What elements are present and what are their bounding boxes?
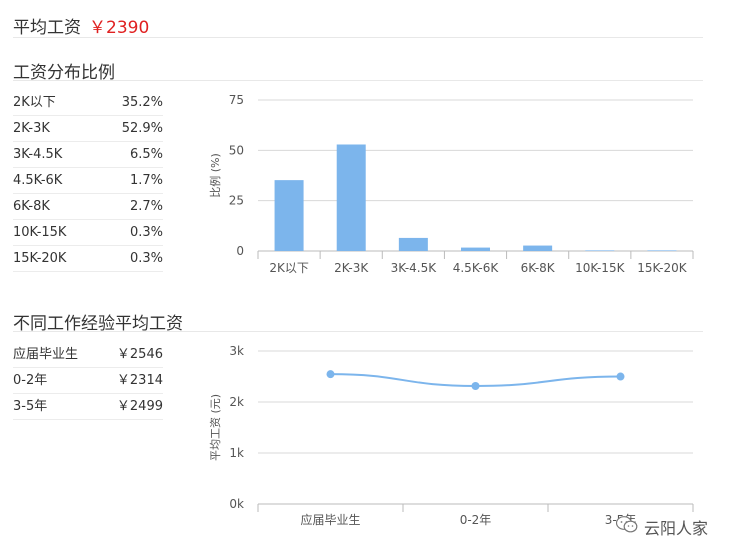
table-row: 0-2年 ￥2314 [13,368,163,394]
x-tick-label: 4.5K-6K [453,261,500,275]
bar [647,250,677,251]
pct-value: 0.3% [129,225,163,240]
average-salary-label: 平均工资 [13,18,81,38]
x-tick-label: 应届毕业生 [300,512,360,527]
y-tick-label: 25 [229,194,244,208]
distribution-table: 2K以下 35.2% 2K-3K 52.9% 3K-4.5K 6.5% 4.5K-6K… [13,90,163,272]
divider [13,37,703,38]
pct-value: 35.2% [121,95,163,110]
average-salary-value: ￥2390 [89,18,150,38]
salary-distribution-bar-chart: 0 25 50 75 比例 (%) 2K以下 2K-3K 3K-4.5K 4.5K-6K 6K-8… [208,93,694,275]
x-tick-label: 2K以下 [269,261,309,275]
bar [523,245,553,251]
bar [336,144,366,251]
data-point [616,372,625,381]
y-tick-label: 0k [229,497,244,511]
salary-value: ￥2499 [116,399,163,414]
pct-value: 0.3% [129,251,163,266]
range-label: 4.5K-6K [13,173,63,188]
range-label: 10K-15K [13,225,67,240]
y-tick-label: 1k [229,446,244,460]
watermark-text: 云阳人家 [644,519,709,538]
y-axis-label: 平均工资 (元) [209,394,222,461]
average-salary-header: 平均工资 ￥2390 [13,13,149,38]
distribution-title: 工资分布比例 [13,63,115,83]
divider [13,80,703,81]
x-tick-label: 10K-15K [575,261,625,275]
table-row: 4.5K-6K 1.7% [13,168,163,194]
range-label: 2K以下 [13,95,56,110]
bar [461,247,490,251]
range-label: 2K-3K [13,121,50,136]
pct-value: 1.7% [129,173,163,188]
pct-value: 6.5% [129,147,163,162]
table-row: 2K-3K 52.9% [13,116,163,142]
table-row: 应届毕业生 ￥2546 [13,342,163,368]
table-row: 3K-4.5K 6.5% [13,142,163,168]
experience-label: 应届毕业生 [13,347,79,362]
bar [398,237,428,251]
y-tick-label: 2k [229,395,244,409]
x-tick-label: 6K-8K [521,261,556,275]
range-label: 6K-8K [13,199,50,214]
y-tick-label: 50 [229,143,244,157]
range-label: 3K-4.5K [13,147,63,162]
x-tick-label: 0-2年 [460,513,492,527]
salary-value: ￥2314 [116,373,163,388]
y-tick-label: 0 [236,244,244,258]
data-point [326,370,335,379]
x-tick-label: 2K-3K [334,261,369,275]
x-tick-label: 15K-20K [637,261,687,275]
x-tick-label: 3K-4.5K [391,261,438,275]
experience-label: 3-5年 [13,399,48,414]
experience-title: 不同工作经验平均工资 [13,314,183,334]
table-row: 2K以下 35.2% [13,90,163,116]
pct-value: 52.9% [121,121,163,136]
experience-table: 应届毕业生 ￥2546 0-2年 ￥2314 3-5年 ￥2499 [13,342,163,420]
wechat-icon [616,516,638,533]
table-row: 10K-15K 0.3% [13,220,163,246]
table-row: 3-5年 ￥2499 [13,394,163,420]
data-point [471,381,480,390]
y-axis-label: 比例 (%) [208,153,222,198]
y-tick-label: 75 [229,93,244,107]
range-label: 15K-20K [13,251,67,266]
experience-label: 0-2年 [13,373,48,388]
table-row: 15K-20K 0.3% [13,246,163,272]
y-tick-label: 3k [229,344,244,358]
divider [13,331,703,332]
table-row: 6K-8K 2.7% [13,194,163,220]
salary-value: ￥2546 [116,347,163,362]
bar [274,180,304,251]
watermark: 云阳人家 [604,509,744,541]
pct-value: 2.7% [129,199,163,214]
bar [585,250,615,251]
